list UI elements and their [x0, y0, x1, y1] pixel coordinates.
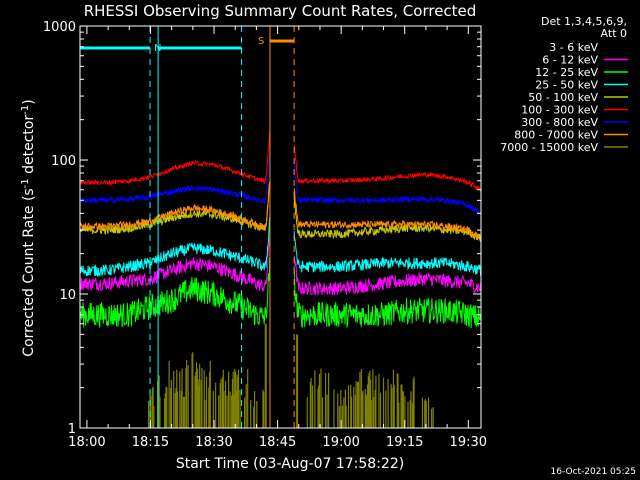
y-axis-label-end: ): [21, 99, 37, 104]
series-layer: [80, 131, 481, 428]
y-tick-label: 100: [51, 154, 76, 169]
legend-label: 800 - 7000 keV: [514, 129, 598, 142]
x-tick-label: 18:15: [132, 435, 169, 450]
series-line: [80, 237, 271, 292]
annotation-saa-2: [157, 26, 243, 428]
series-line: [293, 188, 481, 243]
y-axis-label-sup2: -1: [20, 105, 31, 115]
legend-label: 6 - 12 keV: [542, 54, 598, 67]
x-tick-label: 19:00: [322, 435, 359, 450]
legend-label: 3 - 6 keV: [549, 41, 598, 54]
y-tick-label: 1: [68, 422, 76, 437]
series-line: [80, 153, 271, 205]
series-line: [80, 181, 271, 232]
legend-label: 7000 - 15000 keV: [500, 141, 598, 154]
series-line: [293, 255, 481, 296]
series-line: [293, 266, 481, 329]
axis-layer: 18:00 18:15 18:30 18:45 19:00 19:15 19:30 1 10 10…: [43, 20, 487, 450]
legend-label: 100 - 300 keV: [521, 104, 598, 117]
y-tick-label: 1000: [43, 20, 76, 35]
x-axis-label: Start Time (03-Aug-07 17:58:22): [176, 456, 404, 472]
annotation-label: S: [258, 36, 264, 47]
annotation-s: S: [258, 26, 295, 428]
legend-header: Det 1,3,4,5,6,9,: [541, 15, 627, 28]
series-line: [80, 257, 271, 328]
x-tick-label: 18:00: [68, 435, 105, 450]
legend-label: 50 - 100 keV: [528, 91, 598, 104]
series-line: [80, 131, 271, 187]
series-line: [293, 230, 481, 276]
generation-timestamp: 16-Oct-2021 05:25: [551, 467, 636, 477]
series-line: [293, 144, 481, 192]
x-tick-label: 19:15: [386, 435, 423, 450]
y-axis-label-main: Corrected Count Rate (s: [21, 188, 37, 356]
plot-frame: [79, 25, 482, 429]
series-800-7000kev: [80, 181, 481, 243]
x-tick-label: 19:30: [450, 435, 487, 450]
series-25-50kev: [80, 216, 481, 278]
legend-header: Att 0: [601, 27, 627, 40]
legend-label: 300 - 800 keV: [521, 116, 598, 129]
series-300-800kev: [80, 153, 481, 215]
legend-label: 25 - 50 keV: [535, 79, 598, 92]
series-line: [293, 196, 481, 242]
series-6-12kev: [80, 237, 481, 296]
chart-title: RHESSI Observing Summary Count Rates, Co…: [84, 2, 477, 20]
y-axis-label-sup1: -1: [20, 178, 31, 188]
series-50-100kev: [80, 182, 481, 242]
series-100-300kev: [80, 131, 481, 192]
series-line: [293, 161, 481, 215]
x-tick-label: 18:45: [259, 435, 296, 450]
series-line: [80, 216, 271, 278]
series-12-25kev: [80, 257, 481, 329]
y-axis-label-mid: detector: [21, 115, 37, 179]
y-tick-label: 10: [59, 288, 76, 303]
legend-label: 12 - 25 keV: [535, 66, 598, 79]
x-tick-label: 18:30: [195, 435, 232, 450]
y-axis-label: Corrected Count Rate (s-1 detector-1): [20, 99, 37, 356]
series-line: [80, 182, 271, 236]
series-7000-15000kev: [147, 323, 434, 428]
